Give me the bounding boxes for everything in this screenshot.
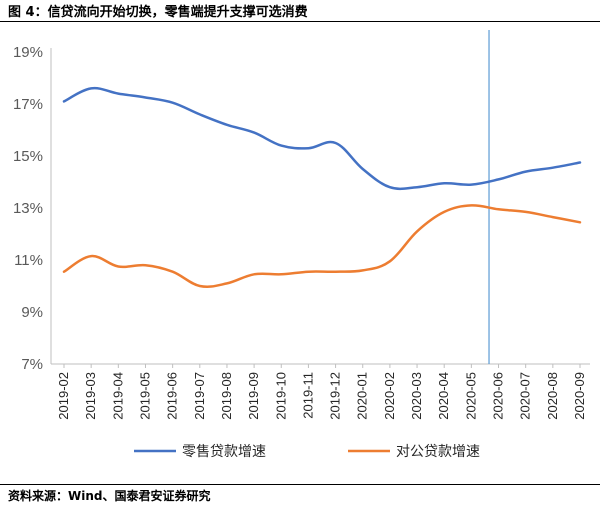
x-tick-label: 2019-09	[246, 372, 261, 420]
y-tick-label: 11%	[14, 252, 43, 269]
x-tick-label: 2020-02	[382, 372, 397, 420]
x-tick-label: 2020-03	[409, 372, 424, 420]
legend-item: 对公贷款增速	[348, 444, 480, 460]
y-tick-label: 13%	[13, 200, 43, 217]
x-tick-label: 2019-02	[56, 372, 71, 420]
x-tick-label: 2020-07	[518, 372, 533, 420]
x-tick-label: 2019-11	[300, 372, 315, 419]
title-divider	[0, 21, 600, 22]
source-divider	[0, 484, 600, 485]
x-tick-label: 2019-05	[137, 372, 152, 420]
x-tick-label: 2019-08	[219, 372, 234, 420]
source-note: 资料来源：Wind、国泰君安证券研究	[8, 489, 211, 503]
x-axis-ticks: 2019-02 2019-03 2019-04 2019-05 2019-06 2019-…	[56, 364, 587, 420]
y-tick-label: 19%	[13, 44, 43, 61]
x-tick-label: 2020-06	[491, 372, 506, 420]
x-tick-label: 2019-07	[192, 372, 207, 420]
x-tick-label: 2020-04	[436, 372, 451, 420]
x-tick-label: 2019-03	[83, 372, 98, 420]
x-tick-label: 2019-06	[165, 372, 180, 420]
x-tick-label: 2020-09	[572, 372, 587, 420]
figure-title: 图 4：信贷流向开始切换，零售端提升支撑可选消费	[8, 5, 308, 20]
y-tick-label: 17%	[13, 96, 43, 113]
x-tick-label: 2020-08	[545, 372, 560, 420]
line-chart: 7%9%11%13%15%17%19% 2019-02 2019-03 2019-0…	[13, 30, 590, 460]
chart-axes	[50, 48, 590, 365]
series-line-corporate	[62, 204, 582, 289]
x-tick-label: 2020-05	[463, 372, 478, 420]
legend-label: 零售贷款增速	[182, 444, 266, 460]
series-lines	[62, 86, 582, 289]
x-tick-label: 2020-01	[355, 372, 370, 420]
x-tick-label: 2019-12	[328, 372, 343, 420]
legend: 零售贷款增速 对公贷款增速	[134, 444, 480, 460]
y-tick-label: 15%	[13, 148, 43, 165]
x-tick-label: 2019-04	[110, 372, 125, 420]
x-tick-label: 2019-10	[273, 372, 288, 420]
series-line-retail	[62, 86, 582, 191]
y-tick-label: 7%	[21, 356, 43, 373]
legend-item: 零售贷款增速	[134, 444, 266, 460]
y-axis-ticks: 7% 9% 11% 13% 15% 17% 19%	[13, 44, 43, 373]
legend-label: 对公贷款增速	[396, 444, 480, 460]
y-tick-label: 9%	[21, 304, 43, 321]
